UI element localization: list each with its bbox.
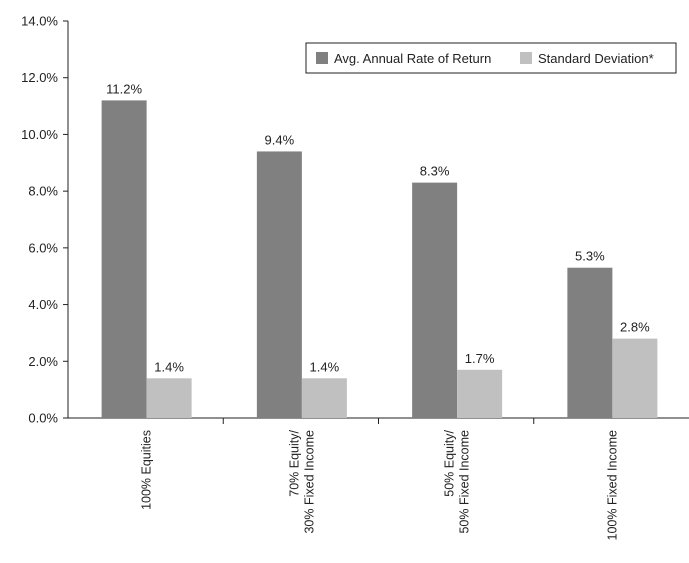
data-label-return: 11.2% [106,81,142,96]
data-label-return: 9.4% [265,132,295,147]
category-label: 30% Fixed Income [302,430,316,534]
chart-data-labels: 11.2% 1.4% 9.4% 1.4% 8.3% 1.7% 5.3% 2.8% [106,81,650,374]
chart-bars [101,100,658,419]
category-label: 50% Fixed Income [458,430,472,534]
bar-std-dev [457,369,503,418]
y-tick-label: 4.0% [28,297,58,312]
legend-swatch-std-dev [520,52,532,64]
data-label-std-dev: 1.7% [465,351,495,366]
bar-std-dev [146,378,192,418]
data-label-std-dev: 2.8% [620,320,650,335]
legend-swatch-return [316,52,328,64]
category-label: 50% Equity/ [443,429,457,496]
y-tick-label: 8.0% [28,184,58,199]
bar-return [412,182,458,418]
legend-label-std-dev: Standard Deviation* [538,51,654,66]
y-tick-label: 10.0% [21,127,58,142]
chart-legend: Avg. Annual Rate of Return Standard Devia… [305,42,677,74]
legend-label-return: Avg. Annual Rate of Return [334,51,491,66]
y-tick-label: 14.0% [21,14,58,29]
bar-return [101,100,147,419]
y-tick-label: 0.0% [28,411,58,426]
category-label: 100% Equities [140,430,154,510]
y-tick-label: 2.0% [28,354,58,369]
bar-return [256,151,302,418]
data-label-std-dev: 1.4% [154,359,184,374]
bar-std-dev [612,338,658,418]
y-tick-label: 12.0% [21,70,58,85]
data-label-return: 8.3% [420,164,450,179]
chart-category-labels: 100% Equities 70% Equity/30% Fixed Income… [140,429,620,540]
category-label: 70% Equity/ [287,429,301,496]
data-label-return: 5.3% [575,249,605,264]
bar-return [567,267,613,418]
y-tick-label: 6.0% [28,240,58,255]
bar-std-dev [301,378,347,418]
category-label: 100% Fixed Income [605,430,619,541]
data-label-std-dev: 1.4% [310,359,340,374]
legend-box [305,42,677,74]
